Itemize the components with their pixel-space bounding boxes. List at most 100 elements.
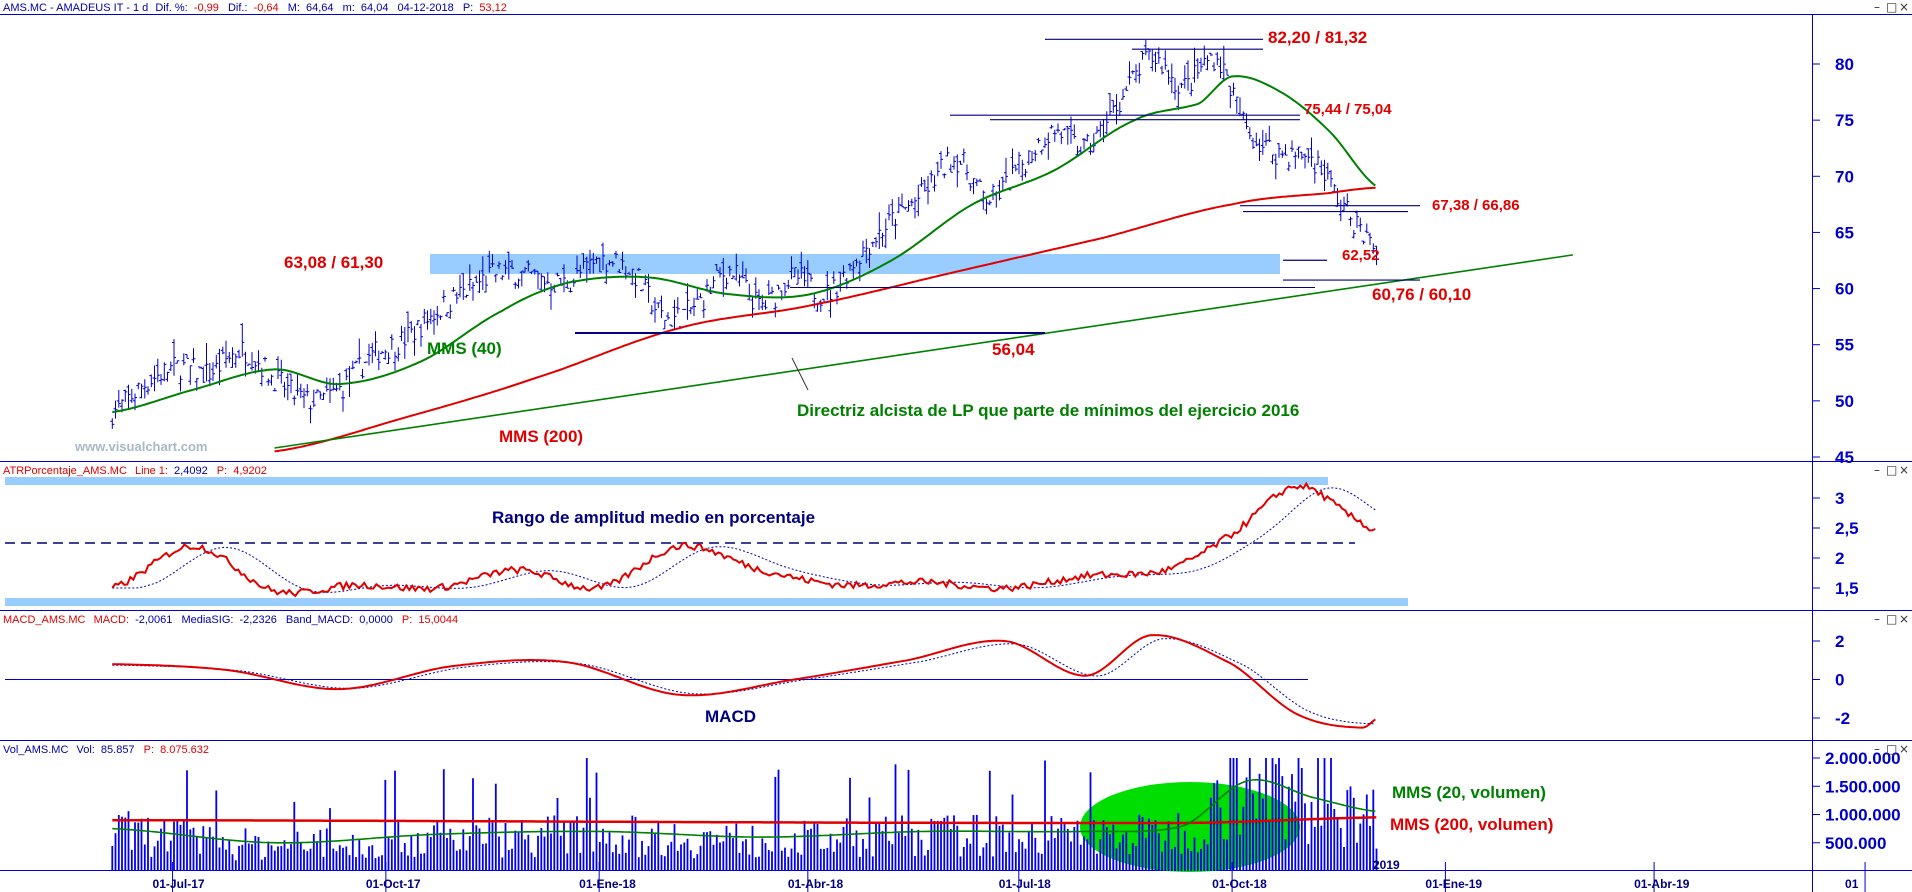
price-bar xyxy=(1137,62,1142,84)
volume-bar xyxy=(1018,839,1020,871)
volume-bar xyxy=(751,825,754,871)
price-bar xyxy=(1176,85,1181,111)
volume-bar xyxy=(1183,830,1186,871)
price-bar xyxy=(188,365,193,385)
price-bar xyxy=(471,281,475,301)
price-bar xyxy=(984,198,989,215)
price-bar xyxy=(523,266,527,273)
price-header: AMS.MC - AMADEUS IT - 1 d Dif. %: -0,99 … xyxy=(3,2,507,14)
mms200-line[interactable] xyxy=(274,186,1376,453)
volume-bar xyxy=(1284,839,1287,871)
price-bar xyxy=(451,287,456,292)
volume-bar xyxy=(280,846,283,871)
price-bar xyxy=(1124,86,1129,91)
macd-signal-line[interactable] xyxy=(112,638,1376,725)
price-bar xyxy=(646,273,651,303)
trendline[interactable] xyxy=(274,254,1574,449)
price-bar xyxy=(1065,126,1070,145)
volume-bar xyxy=(1040,853,1043,871)
volume-mms200-line[interactable] xyxy=(112,816,1377,825)
price-bar xyxy=(685,283,690,320)
price-bar xyxy=(1277,143,1281,158)
level-label-60-76: 60,76 / 60,10 xyxy=(1372,285,1471,304)
macd-line[interactable] xyxy=(112,634,1376,729)
volume-bar xyxy=(1310,802,1313,871)
price-bar xyxy=(493,274,498,283)
price-bar xyxy=(1017,151,1021,175)
mms40-line[interactable] xyxy=(112,75,1376,414)
volume-mms20-line[interactable] xyxy=(112,779,1376,844)
price-bar xyxy=(1000,176,1005,192)
price-bar xyxy=(1049,124,1054,129)
volume-minimize-icon[interactable]: – xyxy=(1874,742,1880,756)
price-bar xyxy=(864,238,869,264)
volume-bar xyxy=(592,851,595,871)
volume-bar xyxy=(1274,764,1277,871)
price-y-tick-label: 80 xyxy=(1835,55,1854,74)
macd-value: -2,0061 xyxy=(135,614,172,626)
price-bar xyxy=(406,311,410,343)
volume-bar xyxy=(361,854,364,871)
mms40-label: MMS (40) xyxy=(427,339,502,358)
price-bar xyxy=(666,312,670,320)
volume-bar xyxy=(1112,824,1115,871)
macd-band: 0,0000 xyxy=(359,614,393,626)
atr-line[interactable] xyxy=(111,481,1376,598)
volume-restore-icon[interactable]: □ xyxy=(1886,742,1897,756)
price-bar xyxy=(1069,116,1073,144)
volume-close-icon[interactable]: × xyxy=(1899,742,1909,756)
price-bar xyxy=(809,273,813,282)
macd-restore-icon[interactable]: □ xyxy=(1886,612,1897,626)
price-bar xyxy=(227,352,232,364)
price-bar xyxy=(435,306,440,326)
volume-bar xyxy=(1135,846,1137,871)
volume-bar xyxy=(1248,758,1251,871)
atr-close-icon[interactable]: × xyxy=(1899,463,1909,477)
macd-minimize-icon[interactable]: – xyxy=(1874,612,1880,626)
price-bar xyxy=(792,267,797,278)
price-bar xyxy=(1225,69,1229,76)
macd-y-tick-label: 0 xyxy=(1835,671,1844,690)
price-restore-icon[interactable]: □ xyxy=(1886,0,1897,14)
volume-bar xyxy=(741,841,744,871)
volume-bar xyxy=(615,844,617,871)
volume-bar xyxy=(257,836,260,871)
price-close-icon[interactable]: × xyxy=(1899,0,1909,14)
volume-bar xyxy=(163,821,166,871)
volume-bar xyxy=(559,835,562,871)
volume-bar xyxy=(420,853,422,871)
volume-p: 8.075.632 xyxy=(160,744,209,756)
price-bar xyxy=(393,351,397,371)
volume-bar xyxy=(777,769,780,871)
price-bar xyxy=(246,363,251,366)
atr-restore-icon[interactable]: □ xyxy=(1886,463,1897,477)
price-minimize-icon[interactable]: – xyxy=(1874,0,1880,14)
price-bar xyxy=(230,347,235,368)
volume-bar xyxy=(215,790,218,871)
volume-bar xyxy=(381,855,383,871)
price-bar xyxy=(1205,55,1210,71)
volume-bar xyxy=(481,843,484,871)
volume-bar xyxy=(855,830,858,871)
price-bar xyxy=(614,250,618,259)
volume-bar xyxy=(631,815,634,871)
atr-minimize-icon[interactable]: – xyxy=(1874,463,1880,477)
volume-bar xyxy=(1066,829,1069,871)
price-bar xyxy=(285,373,290,401)
macd-close-icon[interactable]: × xyxy=(1899,612,1909,626)
price-bar xyxy=(640,289,644,292)
price-bar xyxy=(763,300,768,310)
volume-bar xyxy=(189,829,192,871)
volume-bar xyxy=(800,854,803,871)
support-zone[interactable] xyxy=(430,253,1280,274)
price-bar xyxy=(152,365,157,392)
volume-bar xyxy=(868,797,871,871)
price-bar xyxy=(1309,137,1314,167)
atr-signal-line[interactable] xyxy=(112,487,1376,593)
volume-bar xyxy=(364,857,367,871)
volume-bar xyxy=(384,779,387,871)
volume-bar xyxy=(1073,826,1076,871)
price-bar xyxy=(828,290,833,318)
price-bar xyxy=(341,390,345,412)
